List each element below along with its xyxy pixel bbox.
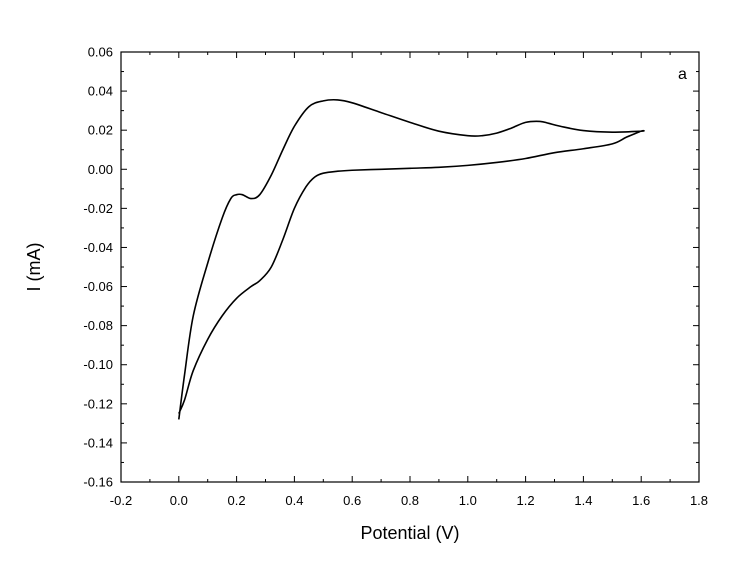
- x-tick-label: 1.4: [574, 493, 592, 508]
- y-tick-label: 0.04: [88, 84, 113, 99]
- x-tick-label: 0.6: [343, 493, 361, 508]
- x-tick-labels: -0.2 0.0 0.2 0.4 0.6 0.8 1.0 1.2 1.4 1.6 1.8: [110, 493, 708, 508]
- y-axis-title: I (mA): [24, 243, 44, 292]
- plot-frame: [120, 51, 700, 483]
- y-tick-label: -0.14: [83, 435, 113, 450]
- x-tick-label: 0.8: [401, 493, 419, 508]
- x-tick-label: 1.2: [517, 493, 535, 508]
- x-tick-label: 1.6: [632, 493, 650, 508]
- y-tick-label: -0.06: [83, 279, 113, 294]
- y-tick-label: -0.10: [83, 357, 113, 372]
- x-tick-label: 0.2: [228, 493, 246, 508]
- cv-curve-line: [178, 98, 645, 420]
- y-tick-label: 0.06: [88, 45, 113, 60]
- y-tick-label: -0.02: [83, 201, 113, 216]
- y-tick-label: 0.00: [88, 162, 113, 177]
- x-tick-label: 0.4: [285, 493, 303, 508]
- x-tick-label: 1.0: [459, 493, 477, 508]
- x-tick-label: -0.2: [110, 493, 132, 508]
- y-tick-label: 0.02: [88, 123, 113, 138]
- y-tick-label: -0.08: [83, 318, 113, 333]
- x-tick-label: 0.0: [170, 493, 188, 508]
- y-tick-labels: 0.06 0.04 0.02 0.00 -0.02 -0.04 -0.06 -0.08 -0.1…: [83, 45, 113, 490]
- y-tick-label: -0.16: [83, 475, 113, 490]
- x-tick-label: 1.8: [690, 493, 708, 508]
- axis-ticks: [120, 51, 700, 483]
- y-tick-label: -0.12: [83, 396, 113, 411]
- panel-label: a: [678, 66, 687, 83]
- x-axis-title: Potential (V): [360, 523, 459, 543]
- y-tick-label: -0.04: [83, 240, 113, 255]
